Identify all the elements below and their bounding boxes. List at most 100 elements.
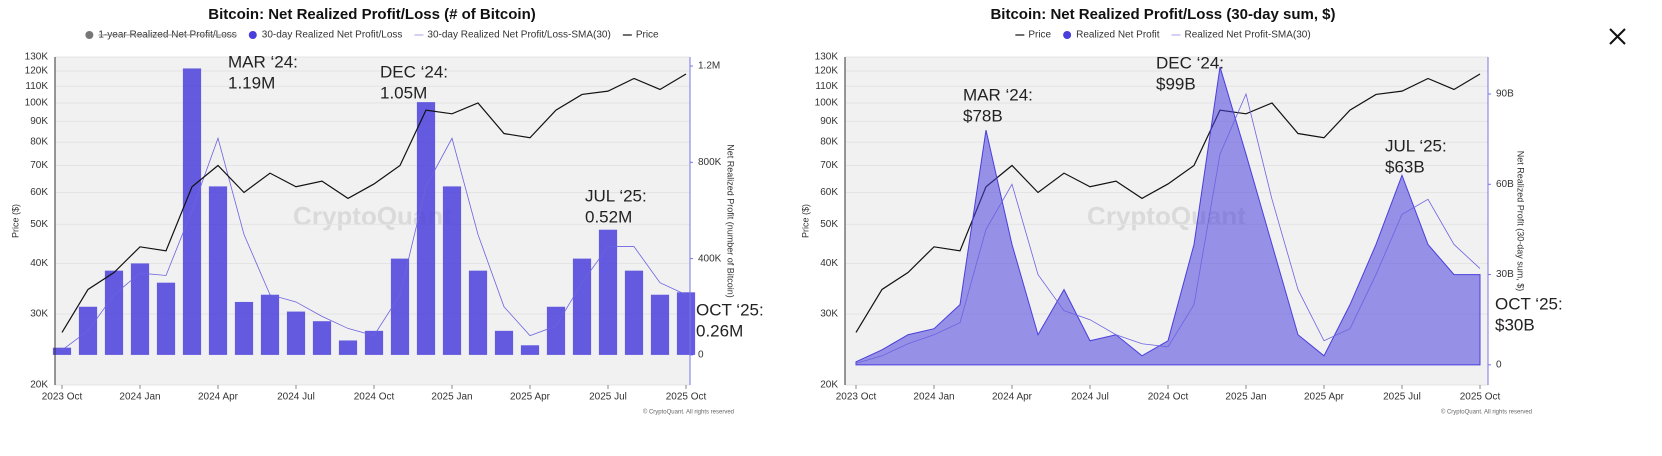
annotation: 0.52M <box>585 207 632 226</box>
legend-label: Realized Net Profit-SMA(30) <box>1185 30 1311 41</box>
x-tick-label: 2025 Apr <box>1304 392 1345 403</box>
bar <box>234 301 254 355</box>
bar <box>572 258 592 355</box>
y-tick-label: 40K <box>820 258 838 269</box>
annotation: MAR ‘24: <box>963 85 1033 104</box>
y-tick-label: 60K <box>30 187 48 198</box>
annotation: $63B <box>1385 157 1425 176</box>
y-tick-label: 80K <box>30 137 48 148</box>
x-tick-label: 2024 Apr <box>992 392 1033 403</box>
legend-item[interactable]: Realized Net Profit <box>1063 30 1160 41</box>
y-tick-label: 50K <box>30 219 48 230</box>
y-tick-label: 110K <box>25 81 48 92</box>
price-line <box>855 73 1481 333</box>
y2-tick-label: 0 <box>1496 359 1502 370</box>
y-tick-label: 90K <box>30 116 48 127</box>
bar <box>182 68 202 355</box>
bar <box>416 102 436 355</box>
bar <box>260 294 280 355</box>
x-tick-label: 2025 Jul <box>589 392 627 403</box>
legend-swatch <box>248 31 257 39</box>
y2-tick-label: 400K <box>698 253 722 264</box>
y2-tick-label: 60B <box>1496 179 1514 190</box>
annotation: OCT ‘25: <box>696 300 764 319</box>
y2-tick-label: 30B <box>1496 269 1514 280</box>
close-button[interactable] <box>1609 28 1626 45</box>
bar <box>338 340 358 355</box>
x-tick-label: 2025 Jul <box>1383 392 1421 403</box>
x-tick-label: 2024 Oct <box>1148 392 1189 403</box>
legend: 1-year Realized Net Profit/Loss 30-day Re… <box>85 30 659 41</box>
x-tick-label: 2025 Oct <box>666 392 707 403</box>
footer: © CryptoQuant. All rights reserved <box>643 409 734 416</box>
legend-item[interactable]: Price <box>1015 30 1052 41</box>
bar <box>624 270 644 355</box>
y-tick-label: 130K <box>25 52 49 63</box>
legend: Price Realized Net Profit Realized Net Pro… <box>1015 30 1311 41</box>
legend-item[interactable]: Price <box>622 30 659 41</box>
chart: Bitcoin: Net Realized Profit/Loss (# of … <box>10 6 763 416</box>
bar <box>286 311 306 355</box>
x-tick-label: 2024 Jan <box>913 392 954 403</box>
y2-tick-label: 0 <box>698 350 704 361</box>
y-tick-label: 90K <box>820 116 838 127</box>
legend-label: Realized Net Profit <box>1076 30 1160 41</box>
annotation: $78B <box>963 106 1003 125</box>
legend-swatch <box>85 31 94 39</box>
annotation: DEC ‘24: <box>380 62 448 81</box>
y-tick-label: 70K <box>30 160 48 171</box>
price-line <box>61 73 687 333</box>
legend-item[interactable]: 1-year Realized Net Profit/Loss <box>85 30 237 41</box>
annotation: 1.05M <box>380 83 427 102</box>
bar <box>208 186 228 355</box>
y2-axis-title: Net Realized Profit (30-day sum, $) <box>1516 151 1526 292</box>
bar <box>364 330 384 355</box>
y-tick-label: 30K <box>820 309 838 320</box>
annotation: JUL ‘25: <box>1385 136 1447 155</box>
y2-tick-label: 1.2M <box>698 61 720 72</box>
annotation: $99B <box>1156 74 1196 93</box>
bar <box>468 270 488 355</box>
bar <box>676 292 696 355</box>
legend-label: Price <box>636 30 659 41</box>
footer: © CryptoQuant. All rights reserved <box>1441 409 1532 416</box>
annotation: 1.19M <box>228 73 275 92</box>
y2-tick-label: 800K <box>698 157 722 168</box>
chart-title: Bitcoin: Net Realized Profit/Loss (30-da… <box>990 6 1335 23</box>
x-tick-label: 2024 Jul <box>277 392 315 403</box>
bar <box>494 330 514 355</box>
y-tick-label: 60K <box>820 187 838 198</box>
y-tick-label: 30K <box>30 309 48 320</box>
bar <box>52 347 72 355</box>
annotation: MAR ‘24: <box>228 52 298 71</box>
x-tick-label: 2024 Apr <box>198 392 239 403</box>
annotation: 0.26M <box>696 321 743 340</box>
y-axis-title: Price ($) <box>10 204 20 238</box>
y-tick-label: 110K <box>815 81 838 92</box>
y-tick-label: 20K <box>820 380 838 391</box>
y-tick-label: 100K <box>25 98 49 109</box>
bar <box>520 345 540 355</box>
y-tick-label: 40K <box>30 258 48 269</box>
bar <box>442 186 462 355</box>
legend-item[interactable]: 30-day Realized Net Profit/Loss <box>248 30 403 41</box>
y-axis-title: Price ($) <box>800 204 810 238</box>
chart-title: Bitcoin: Net Realized Profit/Loss (# of … <box>208 6 536 23</box>
x-tick-label: 2025 Jan <box>431 392 472 403</box>
bar <box>312 321 332 355</box>
legend-item[interactable]: Realized Net Profit-SMA(30) <box>1171 30 1311 41</box>
bar <box>130 263 150 355</box>
y-tick-label: 100K <box>815 98 839 109</box>
annotation: OCT ‘25: <box>1495 294 1563 313</box>
annotation: JUL ‘25: <box>585 186 647 205</box>
legend-item[interactable]: 30-day Realized Net Profit/Loss-SMA(30) <box>414 30 611 41</box>
y2-tick-label: 90B <box>1496 89 1514 100</box>
area <box>855 66 1481 366</box>
sma-line <box>61 136 687 351</box>
legend-label: Price <box>1028 30 1051 41</box>
y2-axis-title: Net Realized Profit (number of Bitcoin) <box>726 144 736 298</box>
sma-line <box>855 92 1481 364</box>
y-tick-label: 50K <box>820 219 838 230</box>
y-tick-label: 130K <box>815 52 839 63</box>
